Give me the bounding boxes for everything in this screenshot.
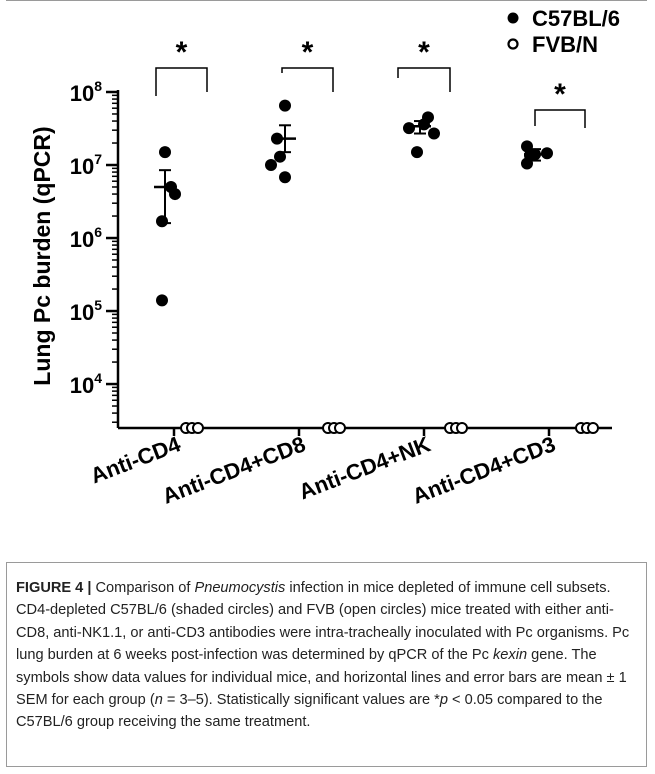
caption-italic-1: Pneumocystis: [194, 580, 286, 596]
significance-bracket: [281, 67, 334, 92]
y-axis-label: Lung Pc burden (qPCR): [29, 126, 55, 385]
data-point-c57bl6: [274, 150, 286, 163]
caption-text-3: gene. The symbols show data values for i…: [16, 647, 627, 709]
caption-text-2: infection in mice depleted of immune cel…: [16, 580, 630, 664]
figure-top-rule: [6, 0, 647, 1]
x-tick-label: Anti-CD4+CD3: [409, 431, 559, 508]
y-tick-label: 108: [70, 78, 102, 106]
caption-label: FIGURE 4 |: [16, 580, 92, 596]
significance-bracket: [155, 67, 208, 96]
legend-marker-fvbn: [507, 38, 519, 50]
x-tick-label: Anti-CD4: [87, 431, 185, 488]
significance-star: *: [302, 36, 314, 69]
data-point-fvbn: [456, 422, 468, 434]
data-point-c57bl6: [156, 294, 168, 307]
data-point-c57bl6: [428, 127, 440, 140]
caption-italic-2: kexin: [493, 647, 528, 664]
significance-star: *: [176, 36, 188, 69]
significance-bracket: [397, 67, 451, 92]
data-point-c57bl6: [279, 171, 291, 184]
data-point-c57bl6: [403, 122, 415, 135]
data-point-c57bl6: [159, 146, 171, 159]
significance-star: *: [554, 78, 566, 111]
caption-text-5: < 0.05 compared to the C57BL/6 group rec…: [16, 692, 603, 731]
y-tick-label: 107: [70, 151, 102, 179]
data-point-fvbn: [587, 422, 599, 434]
data-point-c57bl6: [279, 99, 291, 112]
caption-italic-4: p: [439, 692, 448, 709]
y-tick-label: 104: [70, 370, 102, 398]
caption-text-1: Comparison of: [91, 580, 195, 596]
data-point-fvbn: [192, 422, 204, 434]
figure-caption: FIGURE 4 | Comparison of Pneumocystis in…: [6, 562, 647, 767]
legend-label-fvbn: FVB/N: [532, 32, 598, 57]
marks-layer: * * * *: [154, 36, 599, 434]
data-point-c57bl6: [521, 157, 533, 170]
significance-bracket: [534, 109, 586, 128]
data-point-fvbn: [334, 422, 346, 434]
legend-marker-c57bl6: [507, 12, 519, 24]
data-point-c57bl6: [265, 159, 277, 172]
data-point-c57bl6: [541, 147, 553, 160]
data-point-c57bl6: [156, 215, 168, 228]
data-point-c57bl6: [169, 188, 181, 201]
x-tick-label: Anti-CD4+CD8: [159, 431, 309, 508]
significance-star: *: [418, 36, 430, 69]
caption-text-4: = 3–5). Statistically significant values…: [162, 692, 440, 709]
caption-italic-3: n: [154, 692, 163, 709]
y-tick-label: 105: [70, 297, 102, 325]
chart-figure: 104 105 106 107 108 Lung Pc burden (qPCR) Anti…: [29, 6, 620, 509]
legend-label-c57bl6: C57BL/6: [532, 6, 620, 31]
data-point-c57bl6: [411, 146, 423, 159]
y-tick-label: 106: [70, 224, 102, 252]
